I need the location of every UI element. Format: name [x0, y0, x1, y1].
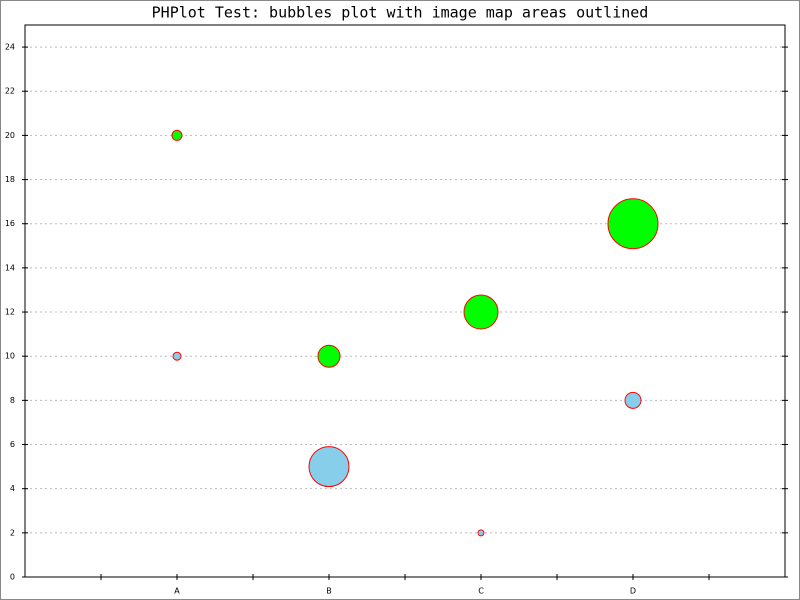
bubble [171, 129, 183, 141]
bubble [317, 344, 341, 368]
y-tick-label: 20 [5, 131, 15, 140]
y-tick-label: 24 [5, 43, 15, 52]
y-tick-label: 6 [10, 440, 15, 449]
x-tick-label: C [478, 587, 484, 596]
bubble [463, 294, 499, 330]
x-tick-label: B [326, 587, 332, 596]
y-tick-label: 4 [10, 484, 15, 493]
y-tick-label: 2 [10, 528, 15, 537]
bubble [308, 446, 350, 488]
bubble [607, 198, 659, 250]
y-tick-label: 0 [10, 573, 15, 582]
y-tick-label: 8 [10, 396, 15, 405]
x-tick-label: A [174, 587, 180, 596]
y-tick-label: 10 [5, 352, 15, 361]
y-tick-label: 22 [5, 87, 15, 96]
y-tick-label: 14 [5, 263, 15, 272]
plot-border [24, 24, 786, 578]
y-tick-label: 18 [5, 175, 15, 184]
chart-title: PHPlot Test: bubbles plot with image map… [152, 4, 649, 22]
y-tick-label: 16 [5, 219, 15, 228]
y-tick-label: 12 [5, 308, 15, 317]
x-tick-label: D [630, 587, 636, 596]
bubble [624, 391, 642, 409]
bubble [477, 529, 485, 537]
bubble [172, 351, 182, 361]
